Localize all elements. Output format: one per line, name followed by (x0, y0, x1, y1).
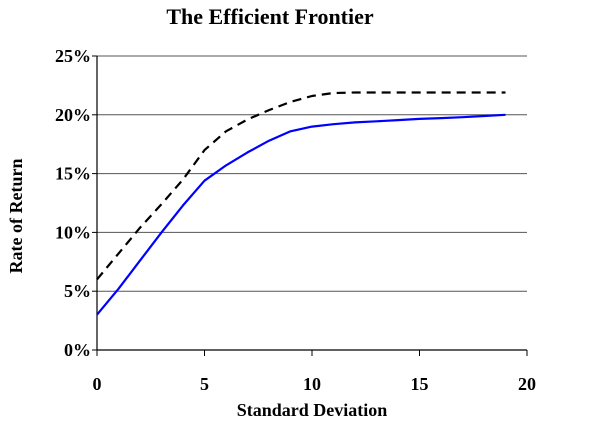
x-tick-label: 10 (303, 374, 321, 394)
x-tick-labels: 0 5 10 15 20 (93, 374, 537, 394)
y-tick-label: 10% (55, 222, 91, 242)
axes (92, 55, 528, 356)
x-tick-label: 5 (200, 374, 209, 394)
x-axis-label: Standard Deviation (237, 400, 388, 420)
x-tick-label: 20 (518, 374, 536, 394)
y-tick-labels: 0% 5% 10% 15% 20% 25% (55, 46, 91, 360)
series-lines (96, 91, 506, 316)
x-tick-label: 0 (93, 374, 102, 394)
y-tick-label: 15% (55, 164, 91, 184)
y-tick-label: 20% (55, 105, 91, 125)
solid-frontier-line (96, 113, 506, 316)
chart-title: The Efficient Frontier (166, 4, 374, 29)
gridlines (97, 55, 527, 292)
y-tick-label: 5% (64, 281, 91, 301)
x-tick-label: 15 (411, 374, 429, 394)
dashed-frontier-line (96, 91, 506, 281)
y-tick-label: 25% (55, 46, 91, 66)
y-axis-label: Rate of Return (6, 159, 26, 274)
y-tick-label: 0% (64, 340, 91, 360)
